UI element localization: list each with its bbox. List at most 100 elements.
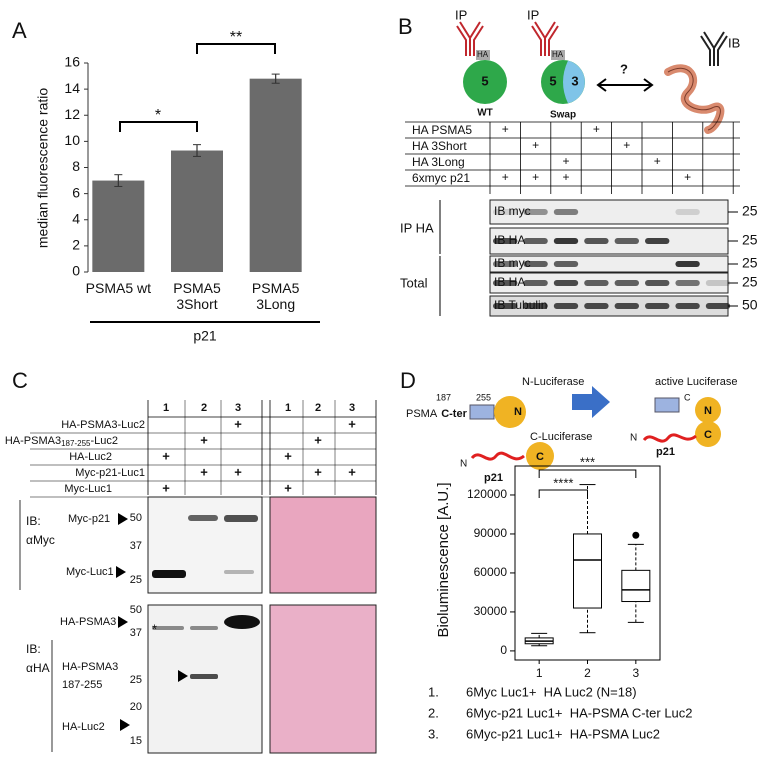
mw-label: 25 (742, 255, 758, 271)
mw-label: 37 (130, 627, 142, 639)
band (614, 280, 639, 286)
label: C-Luciferase (530, 431, 592, 443)
error-bar (271, 73, 280, 84)
label: p21 (656, 446, 675, 458)
row-label: HA-PSMA3-Luc2 (61, 419, 145, 431)
cell-mark: + (502, 122, 509, 136)
ponceau (269, 496, 377, 594)
band (553, 303, 579, 309)
row-label: HA-Luc2 (69, 451, 112, 463)
panel-label: B (398, 14, 413, 39)
cell-mark: + (562, 170, 569, 184)
band-arrow (178, 670, 188, 682)
band (675, 261, 700, 267)
cell-mark: + (593, 122, 600, 136)
band (224, 515, 258, 522)
p21-chain (642, 433, 697, 443)
band-label: Myc-p21 (68, 513, 110, 525)
x-tick-label: PSMA5 wt (85, 280, 151, 296)
band (553, 209, 579, 215)
n-luciferase (494, 396, 510, 428)
label: active Luciferase (655, 376, 738, 388)
antibody (700, 31, 728, 66)
label: C (536, 451, 544, 463)
x-tick-label: 1 (536, 666, 543, 680)
row-label: HA 3Long (412, 155, 465, 169)
ib-label: IB: (26, 642, 41, 656)
cell-mark: + (654, 154, 661, 168)
ib-label: IB (728, 35, 740, 50)
significance: **** (553, 475, 573, 490)
row-label-part: -Luc2 (90, 435, 118, 447)
blot-label: IB myc (494, 256, 531, 270)
band (705, 280, 731, 286)
bar (171, 150, 223, 272)
legend-text: 6Myc Luc1+ HA Luc2 (N=18) (466, 684, 637, 699)
ha-tag (551, 50, 565, 60)
y-tick-label: 2 (72, 237, 80, 253)
panel-label: C (12, 368, 28, 393)
lane-number: 2 (315, 402, 321, 414)
cell-mark: + (162, 448, 170, 463)
p21-outline (667, 67, 721, 131)
cell-mark: + (348, 416, 356, 431)
mw-label: 50 (130, 512, 142, 524)
cell-mark: + (314, 464, 322, 479)
row-label-part: HA-PSMA3 (5, 435, 61, 447)
y-tick-label: 12 (64, 106, 80, 122)
p21-protein (664, 64, 725, 134)
antibody (531, 21, 559, 56)
label: C (684, 392, 691, 402)
y-tick-label: 10 (64, 132, 80, 148)
subunit-label: WT (477, 108, 493, 119)
mw-label: 25 (742, 274, 758, 290)
band-label: HA-PSMA3 (60, 616, 116, 628)
x-tick-label: PSMA5 3Long (251, 280, 300, 312)
legend-number: 1. (428, 684, 439, 699)
band (523, 280, 548, 286)
band (553, 280, 579, 286)
psma-domain (654, 397, 680, 413)
cell-mark: + (234, 416, 242, 431)
ib-label: IB: (26, 514, 41, 528)
row-label: 6xmyc p21 (412, 171, 470, 185)
domain-label: 5 (549, 73, 556, 88)
cell-mark: + (684, 170, 691, 184)
bar (92, 180, 145, 272)
y-tick-label: 0 (72, 263, 80, 279)
cell-mark: + (200, 432, 208, 447)
band (675, 303, 700, 309)
band-label: Myc-Luc1 (66, 566, 114, 578)
box (573, 533, 602, 609)
band-arrow (120, 719, 130, 731)
band (553, 238, 579, 244)
cell-mark: + (623, 138, 630, 152)
n-luciferase (510, 396, 526, 428)
y-tick-label: 16 (64, 54, 80, 70)
mw-label: 37 (130, 540, 142, 552)
band (188, 515, 218, 521)
row-label: HA 3Short (412, 139, 467, 153)
cell-mark: + (532, 138, 539, 152)
cell-mark: + (284, 480, 292, 495)
subunit (463, 60, 507, 104)
band-arrow (118, 616, 128, 628)
x-tick-label: 3 (632, 666, 639, 680)
label: N-Luciferase (522, 376, 584, 388)
label: 255 (476, 392, 491, 402)
significance-bracket (196, 43, 276, 54)
y-tick-label: 90000 (474, 526, 508, 540)
ponceau (269, 604, 377, 754)
y-tick-label: 30000 (474, 604, 508, 618)
band (190, 674, 218, 679)
band (675, 209, 700, 215)
psma-domain (469, 404, 495, 420)
cell-mark: + (284, 448, 292, 463)
blot-label: IB HA (494, 275, 525, 289)
label: N (630, 433, 637, 444)
cell-mark: + (234, 464, 242, 479)
band (493, 209, 518, 215)
ha-label: HA (552, 50, 564, 59)
mw-label: 50 (130, 604, 142, 616)
